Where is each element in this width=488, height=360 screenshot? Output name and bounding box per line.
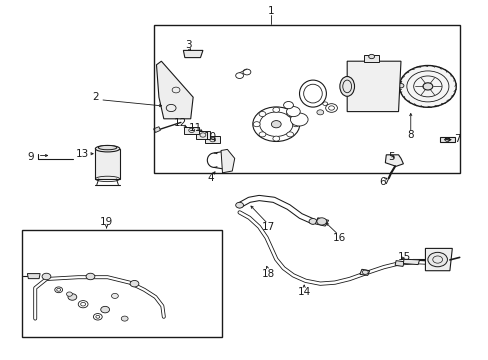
Circle shape [368,54,374,59]
Text: 19: 19 [100,217,113,228]
Circle shape [42,273,51,280]
Circle shape [86,273,95,280]
Text: 15: 15 [397,252,411,262]
Circle shape [259,132,265,137]
Text: 11: 11 [188,123,202,133]
Text: 9: 9 [27,152,34,162]
Circle shape [272,107,279,112]
Ellipse shape [339,77,354,96]
Polygon shape [184,127,199,134]
Circle shape [252,107,299,141]
Circle shape [68,294,77,300]
Circle shape [243,69,250,75]
Polygon shape [385,155,403,166]
Bar [154,25,459,173]
Circle shape [55,287,62,293]
Polygon shape [425,248,451,271]
Circle shape [253,122,260,127]
Circle shape [422,83,432,90]
Circle shape [93,314,102,320]
Polygon shape [439,137,454,142]
Polygon shape [27,274,40,279]
Text: 3: 3 [184,40,191,50]
Circle shape [316,218,326,225]
Text: 14: 14 [297,287,311,297]
Polygon shape [153,127,160,132]
Circle shape [397,84,403,88]
Circle shape [272,136,279,141]
Circle shape [427,252,447,267]
Text: 1: 1 [267,6,274,16]
Text: 2: 2 [92,92,99,102]
Circle shape [286,112,293,117]
Text: 5: 5 [387,152,394,162]
Polygon shape [183,50,203,58]
Circle shape [283,102,293,109]
Text: 10: 10 [203,132,216,142]
Polygon shape [195,131,210,139]
Ellipse shape [98,145,117,150]
Text: 6: 6 [379,177,386,187]
Bar [364,55,378,62]
Circle shape [292,122,299,127]
Circle shape [121,316,128,321]
Bar [95,149,120,179]
Circle shape [286,132,293,137]
Circle shape [399,66,455,107]
Circle shape [78,301,88,308]
Circle shape [66,292,72,296]
Circle shape [271,121,281,128]
Circle shape [111,293,118,298]
Text: 8: 8 [407,130,413,140]
Ellipse shape [95,145,120,152]
Polygon shape [156,61,193,119]
Circle shape [235,73,243,78]
Polygon shape [403,259,419,265]
Circle shape [290,113,307,126]
Text: 4: 4 [206,173,213,183]
Text: 13: 13 [75,149,89,159]
Circle shape [325,104,337,112]
Text: 12: 12 [173,118,186,128]
Polygon shape [346,61,400,112]
Circle shape [286,107,300,117]
Circle shape [308,219,316,224]
Polygon shape [221,149,234,173]
Polygon shape [315,218,328,226]
Circle shape [101,306,109,313]
Text: 16: 16 [332,233,346,243]
Circle shape [130,280,139,287]
Text: 7: 7 [453,134,460,144]
Circle shape [316,110,323,115]
Circle shape [259,112,265,117]
Polygon shape [394,261,404,266]
Polygon shape [359,269,369,275]
Polygon shape [205,136,220,143]
Ellipse shape [299,80,326,107]
Bar [22,230,222,337]
Text: 18: 18 [261,269,274,279]
Circle shape [235,202,243,208]
Text: 17: 17 [261,222,274,232]
